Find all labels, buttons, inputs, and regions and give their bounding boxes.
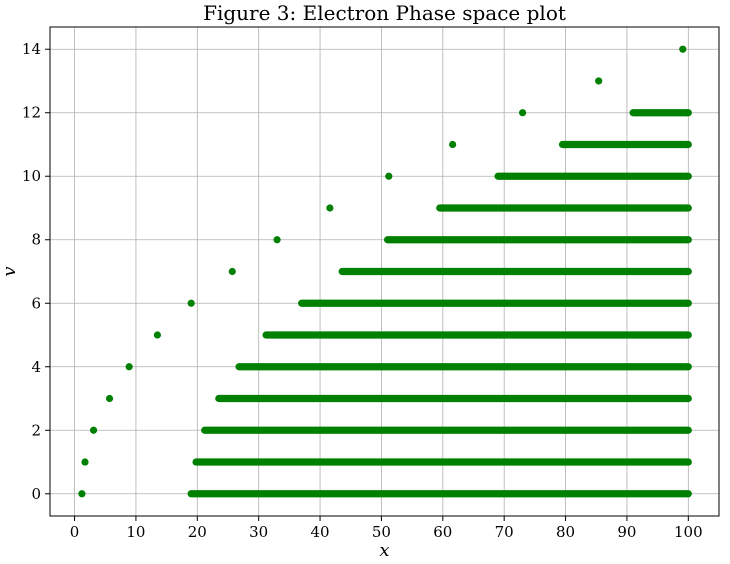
y-tick-label: 4	[31, 358, 41, 376]
x-tick-label: 70	[495, 523, 514, 541]
y-tick-label: 12	[22, 104, 41, 122]
y-tick-label: 2	[31, 421, 41, 439]
x-tick-label: 80	[556, 523, 575, 541]
x-tick-label: 30	[249, 523, 268, 541]
data-layer	[78, 45, 692, 498]
x-tick-label: 60	[433, 523, 452, 541]
plot-frame	[49, 26, 720, 517]
y-tick-label: 6	[31, 294, 41, 312]
data-point	[228, 267, 236, 276]
data-point	[449, 140, 457, 149]
x-tick-label: 100	[674, 523, 703, 541]
data-point	[81, 458, 89, 466]
data-point	[105, 394, 114, 403]
data-point	[89, 426, 98, 434]
x-axis-label: x	[379, 540, 389, 561]
data-point	[78, 490, 86, 498]
x-tick-label: 40	[311, 523, 330, 541]
data-point	[273, 236, 281, 244]
y-tick-label: 0	[31, 485, 41, 503]
data-point	[595, 77, 603, 85]
x-tick-label: 20	[188, 523, 207, 541]
data-point	[679, 45, 687, 53]
data-point	[125, 363, 133, 371]
y-tick-label: 8	[31, 231, 41, 249]
x-tick-label: 50	[372, 523, 391, 541]
y-axis-label: v	[0, 266, 20, 276]
x-tick-label: 10	[126, 523, 145, 541]
data-point	[385, 172, 393, 180]
data-point	[153, 331, 162, 339]
data-point	[518, 109, 527, 117]
chart-title: Figure 3: Electron Phase space plot	[203, 1, 566, 25]
axis-ticks: 0 10 20 30 40 50 60 70 80 90 100 0 2 4 6 8 10 12 14	[22, 40, 703, 541]
x-tick-label: 0	[70, 523, 80, 541]
y-tick-label: 10	[22, 167, 41, 185]
x-tick-label: 90	[617, 523, 636, 541]
data-point	[326, 204, 334, 212]
data-point	[187, 299, 195, 307]
y-tick-label: 14	[22, 40, 41, 58]
